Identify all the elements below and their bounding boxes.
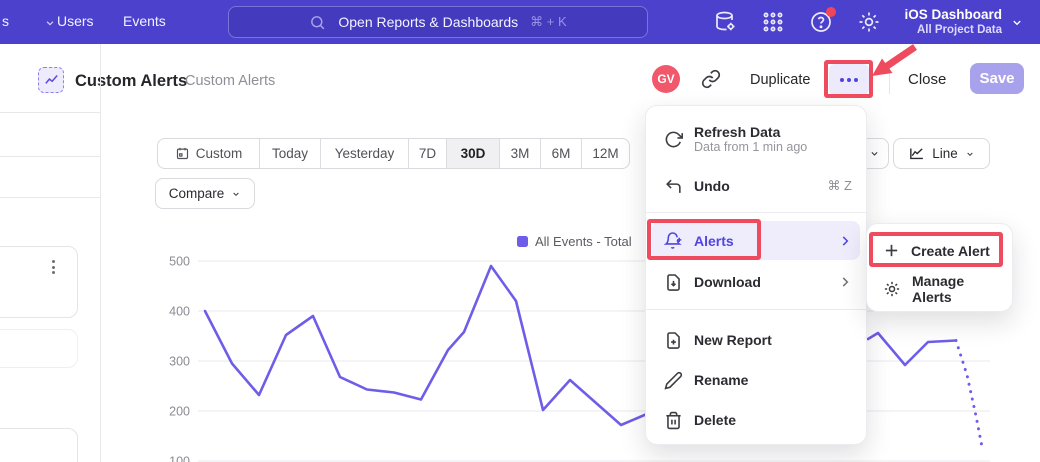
chart-legend: All Events - Total bbox=[517, 234, 632, 249]
range-yesterday[interactable]: Yesterday bbox=[320, 139, 408, 168]
chart-type-label: Line bbox=[932, 146, 958, 161]
search-input[interactable]: Open Reports & Dashboards ⌘ + K bbox=[228, 6, 648, 38]
bell-plus-icon bbox=[664, 231, 683, 250]
duplicate-button[interactable]: Duplicate bbox=[750, 72, 810, 88]
menu-item-delete[interactable]: Delete bbox=[646, 402, 866, 438]
chevron-right-icon bbox=[838, 275, 852, 289]
menu-item-rename[interactable]: Rename bbox=[646, 362, 866, 398]
chevron-down-icon bbox=[231, 190, 241, 198]
range-label: Custom bbox=[196, 146, 243, 161]
range-6m[interactable]: 6M bbox=[540, 139, 581, 168]
project-switcher[interactable]: iOS Dashboard All Project Data bbox=[880, 6, 1002, 37]
data-management-icon[interactable] bbox=[714, 10, 738, 34]
undo-shortcut: ⌘ Z bbox=[827, 178, 852, 194]
gear-icon bbox=[883, 280, 901, 298]
menu-item-download[interactable]: Download bbox=[646, 264, 866, 300]
avatar[interactable]: GV bbox=[652, 65, 680, 93]
chevron-right-icon bbox=[838, 234, 852, 248]
project-subtitle: All Project Data bbox=[880, 23, 1002, 37]
submenu-item-create-alert[interactable]: Create Alert bbox=[867, 234, 1012, 267]
menu-item-alerts[interactable]: Alerts bbox=[646, 221, 866, 260]
project-title: iOS Dashboard bbox=[880, 6, 1002, 23]
range-12m[interactable]: 12M bbox=[581, 139, 629, 168]
kebab-menu-icon[interactable] bbox=[50, 258, 57, 276]
svg-text:500: 500 bbox=[169, 255, 190, 269]
compare-label: Compare bbox=[169, 186, 225, 201]
menu-label: Refresh Data bbox=[694, 124, 807, 140]
date-range-control: Custom Today Yesterday 7D 30D 3M 6M 12M bbox=[157, 138, 630, 169]
line-chart-icon bbox=[908, 145, 925, 162]
range-today[interactable]: Today bbox=[259, 139, 320, 168]
side-card bbox=[0, 428, 78, 462]
ellipsis-icon bbox=[840, 78, 844, 82]
svg-text:300: 300 bbox=[169, 355, 190, 369]
range-30d[interactable]: 30D bbox=[446, 139, 499, 168]
apps-grid-icon[interactable] bbox=[761, 10, 785, 34]
chevron-down-icon bbox=[965, 150, 975, 158]
save-button[interactable]: Save bbox=[970, 63, 1024, 94]
svg-text:200: 200 bbox=[169, 405, 190, 419]
search-placeholder: Open Reports & Dashboards bbox=[338, 14, 518, 30]
download-file-icon bbox=[664, 273, 683, 292]
nav-item-events[interactable]: Events bbox=[123, 13, 166, 29]
side-card bbox=[0, 329, 78, 368]
notification-dot bbox=[826, 7, 836, 17]
nav-item-fragment[interactable]: s bbox=[2, 13, 9, 29]
search-icon bbox=[309, 14, 326, 31]
panel-row-divider bbox=[0, 112, 100, 113]
more-options-button[interactable] bbox=[829, 64, 869, 95]
panel-divider bbox=[100, 44, 101, 462]
top-nav: s Users Events Open Reports & Dashboards… bbox=[0, 0, 1040, 44]
svg-text:100: 100 bbox=[169, 455, 190, 462]
report-icon bbox=[38, 67, 64, 93]
project-chevron-down-icon bbox=[1010, 17, 1024, 28]
svg-text:400: 400 bbox=[169, 305, 190, 319]
undo-icon bbox=[664, 177, 683, 196]
range-7d[interactable]: 7D bbox=[408, 139, 446, 168]
nav-fragment-label: s bbox=[2, 13, 9, 29]
menu-item-new-report[interactable]: New Report bbox=[646, 322, 866, 358]
search-shortcut: ⌘ + K bbox=[530, 14, 567, 30]
chart-type-button[interactable]: Line bbox=[893, 138, 990, 169]
side-card bbox=[0, 246, 78, 318]
share-link-icon[interactable] bbox=[701, 69, 721, 89]
new-report-icon bbox=[664, 331, 683, 350]
chevron-down-icon bbox=[869, 149, 880, 158]
trend-line-glyph bbox=[43, 72, 60, 89]
menu-divider bbox=[646, 309, 866, 310]
nav-item-users[interactable]: Users bbox=[57, 13, 94, 29]
panel-row-divider bbox=[0, 156, 100, 157]
chevron-down-icon bbox=[44, 18, 56, 28]
range-3m[interactable]: 3M bbox=[499, 139, 540, 168]
page-title: Custom Alerts bbox=[75, 72, 187, 91]
close-button[interactable]: Close bbox=[908, 71, 946, 88]
legend-label: All Events - Total bbox=[535, 234, 632, 249]
header-divider bbox=[889, 64, 890, 94]
pencil-icon bbox=[664, 371, 683, 390]
refresh-icon bbox=[664, 130, 683, 149]
menu-item-refresh-data[interactable]: Refresh Data Data from 1 min ago bbox=[646, 114, 866, 164]
breadcrumb: Custom Alerts bbox=[185, 73, 275, 89]
menu-divider bbox=[646, 212, 866, 213]
app-window: 500 400 300 200 100 s Users Events Open Repo… bbox=[0, 0, 1040, 462]
range-custom[interactable]: Custom bbox=[158, 139, 259, 168]
submenu-item-manage-alerts[interactable]: Manage Alerts bbox=[867, 272, 1012, 305]
compare-button[interactable]: Compare bbox=[155, 178, 255, 209]
context-menu: Refresh Data Data from 1 min ago Undo ⌘ … bbox=[645, 105, 867, 445]
plus-icon bbox=[883, 242, 900, 259]
alerts-submenu: Create Alert Manage Alerts bbox=[866, 223, 1013, 312]
legend-swatch bbox=[517, 236, 528, 247]
trash-icon bbox=[664, 411, 683, 430]
menu-sublabel: Data from 1 min ago bbox=[694, 140, 807, 154]
calendar-icon bbox=[175, 146, 190, 161]
panel-row-divider bbox=[0, 197, 100, 198]
menu-item-undo[interactable]: Undo ⌘ Z bbox=[646, 168, 866, 204]
settings-gear-icon[interactable] bbox=[857, 10, 881, 34]
